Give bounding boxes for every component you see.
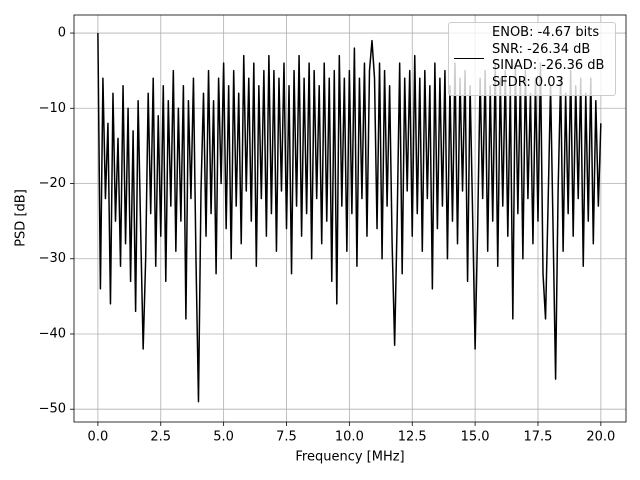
legend-swatch xyxy=(454,58,484,59)
x-tick-label: 2.5 xyxy=(150,430,171,445)
y-tick-label: −10 xyxy=(39,101,66,116)
y-tick-label: −30 xyxy=(39,251,66,266)
x-tick-label: 20.0 xyxy=(586,430,615,445)
x-tick-label: 7.5 xyxy=(276,430,297,445)
y-tick-label: −20 xyxy=(39,176,66,191)
x-tick-label: 17.5 xyxy=(524,430,553,445)
x-tick-label: 5.0 xyxy=(213,430,234,445)
y-axis-label: PSD [dB] xyxy=(14,189,29,247)
x-tick-label: 0.0 xyxy=(88,430,109,445)
plot-frame xyxy=(73,14,627,423)
y-tick-label: 0 xyxy=(58,26,66,41)
x-axis-label: Frequency [MHz] xyxy=(295,450,404,465)
psd-line xyxy=(97,33,602,403)
x-tick-label: 15.0 xyxy=(461,430,490,445)
legend: ENOB: -4.67 bits SNR: -26.34 dB SINAD: -… xyxy=(448,22,616,96)
y-tick-label: −50 xyxy=(39,402,66,417)
y-tick-label: −40 xyxy=(39,326,66,341)
x-tick-label: 10.0 xyxy=(335,430,364,445)
legend-label: ENOB: -4.67 bits SNR: -26.34 dB SINAD: -… xyxy=(492,25,605,90)
x-tick-label: 12.5 xyxy=(398,430,427,445)
